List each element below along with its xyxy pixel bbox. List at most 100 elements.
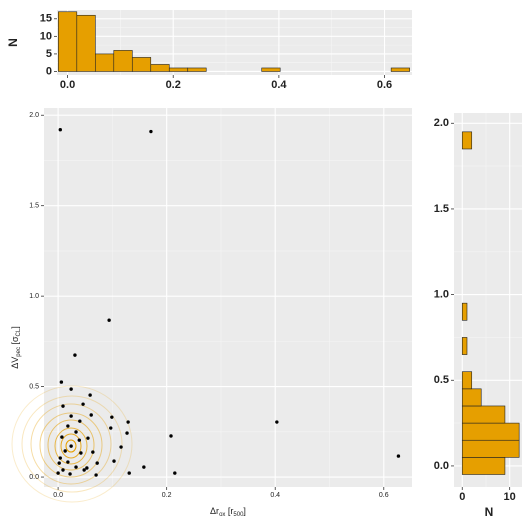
label-part: CL xyxy=(16,328,22,336)
scatter-point xyxy=(57,461,61,465)
scatter-point xyxy=(69,414,73,418)
histogram-bar xyxy=(461,371,473,390)
panel-background xyxy=(44,108,412,487)
scatter-point xyxy=(125,431,129,435)
scatter-point xyxy=(396,454,401,458)
y-axis-label: N xyxy=(6,38,20,47)
scatter-point xyxy=(66,424,70,428)
y-tick-label: 0 xyxy=(46,65,52,77)
density-contours xyxy=(11,385,133,503)
y-tick-label: 1.5 xyxy=(434,203,449,215)
histogram-bar xyxy=(261,67,281,72)
y-tick-label: 0.0 xyxy=(434,460,449,472)
histogram-bar xyxy=(461,388,482,407)
scatter-point xyxy=(85,466,89,470)
contour xyxy=(54,427,88,465)
histogram-bar xyxy=(461,422,520,441)
histogram-bar xyxy=(461,439,520,458)
x-tick-label: 0.2 xyxy=(166,79,181,91)
y-tick-label: 0.0 xyxy=(29,474,39,481)
scatter-point xyxy=(149,129,153,134)
x-tick-label: 10 xyxy=(504,491,516,503)
label-part: Δr xyxy=(210,506,219,516)
scatter-point xyxy=(73,353,77,357)
y-tick-label: 1.0 xyxy=(29,293,39,300)
y-tick-label: 2.0 xyxy=(29,112,39,119)
scatter-point xyxy=(58,128,62,132)
y-tick-label: 1.0 xyxy=(434,289,449,301)
scatter-point xyxy=(95,461,99,465)
scatter-point xyxy=(56,471,60,475)
histogram-bar xyxy=(58,11,78,72)
scatter-point xyxy=(119,445,123,449)
contour xyxy=(30,403,112,485)
scatter-point xyxy=(63,449,67,453)
histogram-bar xyxy=(168,67,189,72)
scatter-point xyxy=(126,420,130,424)
histogram-bar xyxy=(76,14,96,72)
contour xyxy=(47,419,95,471)
label-part: [σ xyxy=(10,336,20,347)
scatter-point xyxy=(127,471,131,475)
scatter-point xyxy=(89,413,93,417)
scatter-point xyxy=(142,465,146,469)
y-tick-label: 2.0 xyxy=(434,117,449,129)
y-tick-label: 15 xyxy=(40,13,52,25)
histogram-bar xyxy=(390,67,410,72)
label-part: 500 xyxy=(233,512,244,518)
histogram-bar xyxy=(94,53,115,72)
contour xyxy=(21,395,123,493)
scatter-point xyxy=(79,451,83,455)
contour xyxy=(39,412,103,478)
x-tick-label: 0.4 xyxy=(271,79,287,91)
x-tick-label: 0.0 xyxy=(53,492,63,499)
scatter-point xyxy=(88,393,92,397)
scatter-point xyxy=(91,450,95,454)
scatter-point xyxy=(81,402,85,406)
scatter-point xyxy=(173,471,177,475)
x-axis-label: Δrox [r500] xyxy=(210,506,246,517)
x-tick-label: 0.4 xyxy=(270,492,280,499)
scatter-point xyxy=(69,444,73,448)
scatter-point xyxy=(78,419,82,423)
contour xyxy=(11,385,133,503)
histogram-bar xyxy=(131,57,152,72)
histogram-bar xyxy=(461,131,473,150)
scatter-point xyxy=(275,420,279,424)
scatter-point xyxy=(86,436,90,440)
x-tick-label: 0.6 xyxy=(377,79,392,91)
label-part: ] xyxy=(243,506,246,516)
y-tick-label: 0.5 xyxy=(434,374,449,386)
scatter-point xyxy=(74,465,78,469)
scatter-point xyxy=(107,318,111,322)
scatter-point xyxy=(74,430,78,434)
x-axis-label: N xyxy=(485,505,494,519)
scatter-point xyxy=(66,460,70,464)
scatter-point xyxy=(60,435,64,439)
histogram-bar xyxy=(461,405,506,424)
y-tick-label: 10 xyxy=(40,30,52,42)
x-tick-label: 0.2 xyxy=(162,492,172,499)
y-tick-label: 0.5 xyxy=(29,383,39,390)
scatter-point xyxy=(69,387,73,391)
histogram-bar xyxy=(113,50,133,72)
scatter-point xyxy=(109,426,113,430)
histogram-bar xyxy=(461,337,468,355)
label-part: ΔV xyxy=(10,357,20,369)
label-part: pec xyxy=(16,347,22,357)
scatter-point xyxy=(61,468,65,472)
scatter-point xyxy=(68,472,72,476)
x-tick-label: 0.6 xyxy=(379,492,389,499)
histogram-bar xyxy=(461,302,468,321)
label-part: ox xyxy=(219,512,225,518)
y-tick-label: 5 xyxy=(46,48,52,60)
histogram-bar xyxy=(187,67,207,72)
x-tick-label: 0 xyxy=(459,491,465,503)
scatter-point xyxy=(58,456,62,460)
scatter-point xyxy=(94,473,98,477)
scatter-point xyxy=(82,468,86,472)
contour xyxy=(65,439,77,453)
scatter-point xyxy=(59,380,64,384)
